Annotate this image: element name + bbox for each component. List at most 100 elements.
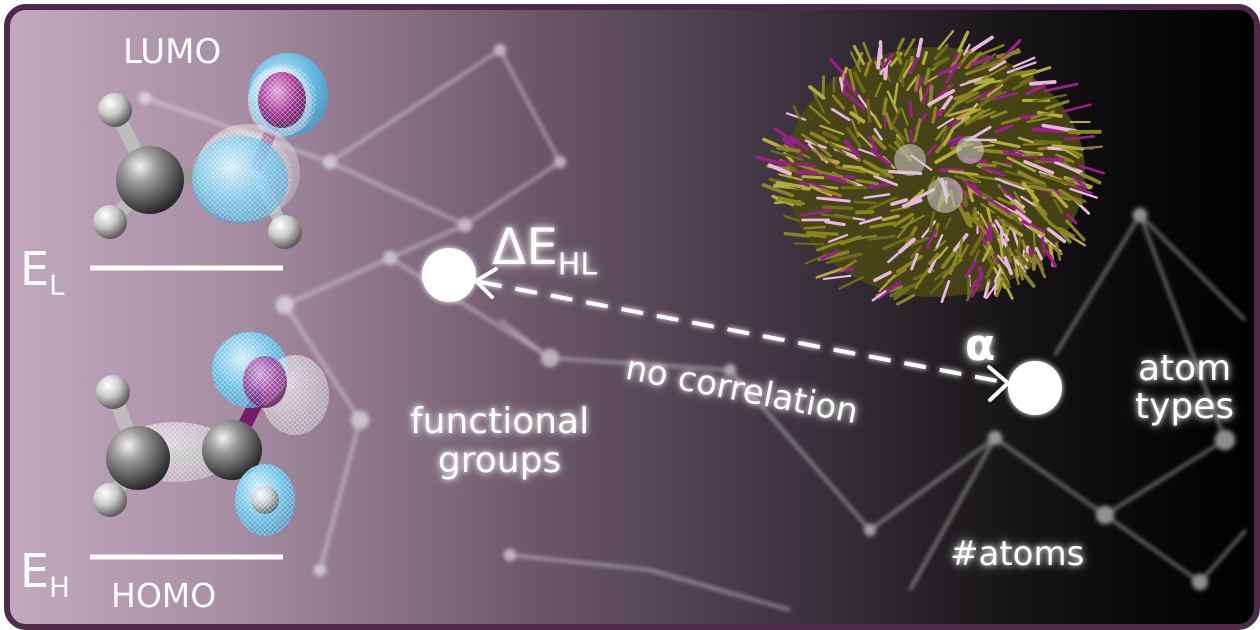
vector-arrow (852, 45, 866, 66)
vector-arrow (850, 118, 860, 138)
vector-arrow (1017, 136, 1035, 144)
vector-arrow (1017, 170, 1039, 184)
vector-arrow (842, 164, 864, 170)
vector-arrow (858, 216, 883, 225)
vector-arrow (863, 193, 891, 199)
vector-arrow (1009, 211, 1026, 222)
vector-arrow (1041, 236, 1046, 254)
vector-arrow (849, 111, 866, 124)
vector-arrow (871, 135, 887, 150)
vector-arrow (988, 60, 1007, 72)
vector-arrow (890, 198, 909, 206)
vector-arrow (829, 58, 847, 77)
vector-arrow (1013, 191, 1023, 206)
vector-arrow (1010, 199, 1026, 214)
inner-atom (956, 136, 984, 164)
vector-arrow (776, 145, 801, 153)
vector-arrow (1061, 147, 1080, 159)
vector-arrow (957, 203, 971, 226)
vector-arrow (1059, 163, 1081, 174)
vector-arrow (870, 149, 892, 167)
vector-arrow (914, 73, 920, 92)
vector-arrow (1000, 116, 1022, 125)
vector-arrow (1058, 227, 1076, 239)
vector-arrow (977, 44, 1005, 57)
vector-arrow (1051, 143, 1085, 151)
vector-arrow (996, 254, 1012, 272)
vector-arrow (1026, 116, 1052, 124)
alpha-node (1008, 361, 1062, 415)
e-l-label: EL (20, 242, 65, 302)
vector-arrow (827, 141, 847, 156)
vector-arrow (936, 117, 955, 130)
vector-arrow (835, 166, 866, 174)
vector-arrow (855, 209, 875, 215)
atom-types-label: atom types (1135, 348, 1235, 427)
vector-arrow (940, 280, 951, 304)
vector-arrow (770, 149, 804, 161)
vector-arrow (1000, 218, 1008, 234)
vector-arrow (853, 71, 866, 93)
diagram-canvas (90, 30, 1247, 612)
vector-arrow (881, 214, 901, 222)
vector-arrow (1055, 153, 1075, 164)
vector-arrow (776, 181, 806, 189)
vector-arrow (985, 256, 998, 279)
vector-arrow (948, 251, 961, 276)
vector-arrow (839, 235, 862, 246)
vector-arrow (805, 183, 833, 197)
vector-arrow (914, 267, 930, 290)
vector-arrow (882, 53, 894, 69)
vector-arrow (873, 127, 883, 141)
vector-arrow (985, 197, 1012, 215)
vector-arrow (896, 294, 915, 306)
vector-arrow (816, 196, 851, 203)
vector-arrow (1012, 56, 1036, 68)
vector-arrow (897, 237, 916, 254)
vector-arrow (820, 188, 842, 198)
vector-arrow (873, 270, 892, 283)
vector-arrow (920, 82, 933, 105)
vector-arrow (900, 214, 925, 229)
vector-arrow (1021, 181, 1040, 203)
vector-arrow (890, 205, 911, 213)
vector-arrow (921, 51, 929, 65)
vector-arrow (923, 67, 931, 85)
vector-arrow (983, 243, 991, 257)
vector-arrow (992, 160, 1012, 168)
homo-molecule-icon (93, 332, 329, 536)
vector-arrow (1064, 135, 1096, 141)
vector-arrow (936, 62, 962, 77)
vector-arrow (882, 235, 913, 251)
vector-arrow (1045, 175, 1078, 188)
vector-arrow (925, 228, 938, 249)
vector-arrow (785, 112, 807, 121)
vector-arrow (868, 234, 896, 241)
vector-arrow (1025, 83, 1047, 96)
vector-arrow (852, 200, 877, 205)
vector-arrow (1020, 179, 1048, 188)
vector-arrow (874, 82, 883, 98)
vector-arrow (1053, 198, 1064, 214)
vector-arrow (916, 37, 924, 58)
vector-arrow (901, 198, 923, 209)
vector-arrow (934, 146, 962, 164)
vector-arrow (906, 76, 918, 91)
vector-arrow (1028, 184, 1054, 193)
correlation-connector (474, 267, 1010, 402)
vector-arrow (1072, 176, 1088, 190)
vector-arrow (901, 108, 909, 126)
vector-arrow (1014, 209, 1032, 224)
vector-arrow (810, 182, 829, 190)
vector-arrow (1021, 219, 1046, 234)
vector-arrow (896, 217, 915, 239)
vector-arrow (981, 245, 992, 262)
vector-arrow (773, 127, 797, 145)
vector-arrow (1035, 247, 1043, 261)
e-h-label: EH (20, 544, 70, 604)
vector-arrow (1032, 228, 1037, 253)
vector-arrow (987, 221, 993, 243)
vector-arrow (964, 260, 977, 278)
vector-arrow (892, 212, 915, 228)
vector-arrow (893, 82, 899, 105)
